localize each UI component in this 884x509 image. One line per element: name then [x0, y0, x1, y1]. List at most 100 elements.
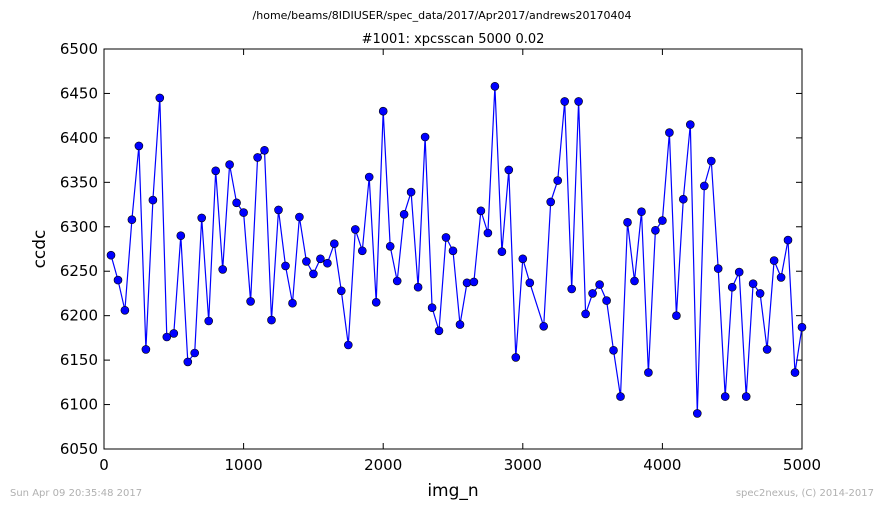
data-point: [288, 298, 297, 308]
data-point: [134, 141, 144, 151]
data-point: [127, 215, 137, 224]
data-point: [602, 296, 611, 305]
axis-ticks: [103, 48, 803, 450]
data-point: [316, 254, 325, 264]
data-point: [406, 187, 416, 197]
y-tick-label: 6400: [60, 129, 98, 147]
data-point: [560, 97, 570, 106]
data-point: [685, 120, 695, 129]
data-point: [155, 93, 165, 103]
data-point: [504, 165, 514, 175]
y-tick-label: 6300: [60, 218, 98, 236]
data-point: [239, 208, 248, 217]
data-point: [169, 329, 179, 338]
timestamp-footer: Sun Apr 09 20:35:48 2017: [10, 488, 143, 499]
y-tick-label: 6350: [60, 173, 98, 191]
data-point: [455, 320, 465, 329]
data-point: [385, 242, 395, 251]
data-point: [525, 278, 535, 288]
data-point: [336, 286, 346, 296]
data-point: [106, 250, 116, 260]
data-point: [302, 257, 311, 266]
data-point: [699, 181, 709, 191]
data-point: [518, 254, 528, 264]
plot-frame: [103, 48, 803, 450]
data-point: [783, 235, 793, 245]
data-point: [413, 282, 423, 292]
y-tick-label: 6050: [60, 440, 98, 458]
data-point: [511, 353, 521, 362]
data-point: [665, 128, 674, 137]
data-point: [762, 345, 772, 354]
data-point: [176, 231, 186, 240]
data-point: [350, 225, 360, 234]
data-point: [609, 345, 618, 355]
y-tick-label: 6250: [60, 262, 98, 280]
data-point: [741, 392, 751, 401]
data-point: [197, 213, 206, 223]
x-axis-label: img_n: [427, 481, 478, 501]
data-point: [567, 284, 577, 294]
data-point: [448, 246, 458, 256]
data-point: [246, 297, 255, 306]
data-point: [253, 153, 262, 162]
data-point: [797, 322, 807, 332]
data-point: [323, 258, 332, 268]
data-point: [232, 198, 241, 208]
y-axis-label: ccdc: [30, 230, 50, 269]
data-point: [225, 160, 234, 169]
data-point: [644, 368, 653, 377]
data-point: [441, 233, 451, 242]
data-point: [309, 269, 318, 279]
y-tick-label: 6500: [60, 40, 98, 58]
data-point: [720, 392, 730, 401]
data-point: [364, 172, 374, 182]
data-point: [769, 256, 779, 265]
data-point: [706, 156, 716, 166]
data-point: [672, 311, 681, 321]
tick-labels: 0 1000 2000 3000 4000 5000 6050 6100 6150 6200 625…: [60, 40, 821, 474]
data-point: [748, 279, 758, 289]
data-point: [357, 246, 367, 256]
data-point: [274, 205, 283, 215]
x-tick-label: 1000: [225, 456, 263, 474]
chart-title: #1001: xpcsscan 5000 0.02: [362, 32, 545, 47]
data-point: [678, 194, 688, 204]
x-tick-label: 5000: [783, 456, 821, 474]
data-point: [790, 368, 800, 377]
data-point: [713, 264, 723, 273]
x-tick-label: 0: [99, 456, 109, 474]
data-point: [148, 195, 158, 205]
data-point: [371, 297, 381, 307]
data-point: [630, 276, 639, 286]
data-point: [120, 305, 130, 315]
y-tick-label: 6100: [60, 396, 98, 414]
data-point: [211, 166, 220, 176]
data-point: [776, 273, 786, 282]
credit-footer: spec2nexus, (C) 2014-2017: [735, 488, 874, 499]
data-point: [267, 315, 276, 325]
x-tick-label: 3000: [504, 456, 542, 474]
data-point: [343, 340, 353, 350]
data-point: [113, 275, 123, 285]
data-point: [281, 261, 290, 271]
data-markers: [106, 82, 807, 418]
data-point: [483, 228, 493, 238]
data-point: [469, 277, 479, 287]
data-point: [637, 207, 646, 216]
data-point: [692, 409, 702, 418]
data-point: [727, 282, 737, 292]
data-point: [658, 216, 667, 225]
data-point: [539, 321, 549, 331]
data-point: [546, 197, 556, 207]
y-tick-label: 6200: [60, 307, 98, 325]
data-point: [378, 106, 388, 116]
data-point: [476, 206, 486, 216]
data-point: [574, 97, 583, 106]
data-point: [595, 280, 604, 289]
data-point: [616, 392, 625, 401]
data-point: [183, 357, 193, 367]
data-point: [651, 226, 660, 235]
data-point: [260, 146, 269, 155]
